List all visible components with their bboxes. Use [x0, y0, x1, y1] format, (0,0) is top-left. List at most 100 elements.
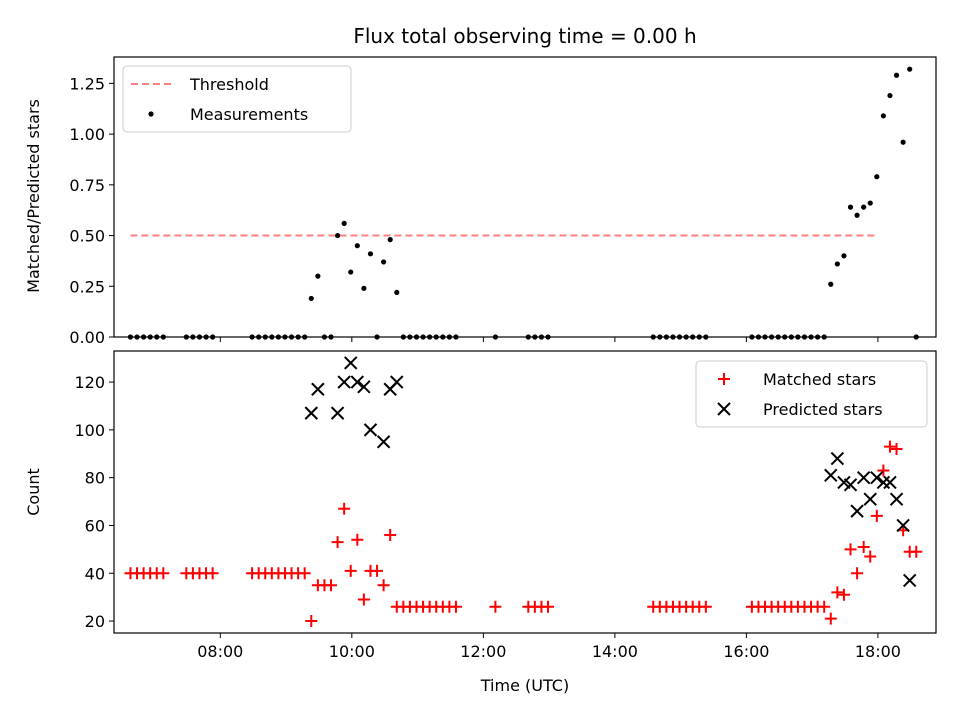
y-tick-label: 1.25	[69, 74, 105, 93]
matched-star-point	[857, 540, 870, 553]
matched-star-point	[883, 440, 896, 453]
predicted-star-point	[376, 435, 391, 449]
y-tick-label: 40	[85, 564, 105, 583]
predicted-star-point	[330, 406, 345, 420]
matched-star-point	[831, 586, 844, 599]
legend-matched-swatch	[718, 373, 730, 385]
matched-star-point	[305, 615, 318, 628]
top-y-axis-label: Matched/Predicted stars	[24, 99, 43, 293]
measurement-point	[847, 204, 854, 210]
legend-predicted-swatch	[717, 402, 731, 416]
predicted-star-point	[876, 475, 891, 490]
measurement-point	[900, 139, 906, 145]
plot-frame	[113, 350, 937, 634]
predicted-star-point	[344, 356, 358, 370]
measurement-point	[893, 72, 900, 78]
measurement-point	[880, 113, 886, 119]
legend-label: Matched stars	[763, 370, 876, 389]
x-tick-label: 16:00	[723, 642, 769, 661]
matched-star-point	[851, 567, 864, 580]
measurement-point	[361, 285, 367, 291]
y-tick-label: 0.25	[69, 277, 105, 296]
predicted-star-point	[843, 478, 858, 492]
measurement-point	[315, 273, 321, 279]
measurement-point	[381, 259, 387, 265]
y-tick-label: 100	[74, 421, 105, 440]
bottom-y-axis-label: Count	[24, 468, 43, 516]
measurement-point	[828, 281, 834, 287]
matched-star-point	[298, 567, 311, 580]
y-tick-label: 0.00	[69, 328, 105, 347]
matched-star-point	[870, 509, 883, 522]
measurement-point	[354, 243, 360, 249]
chart-title: Flux total observing time = 0.00 h	[353, 24, 696, 48]
matched-star-point	[157, 567, 170, 580]
predicted-star-point	[902, 573, 917, 588]
matched-star-point	[206, 567, 219, 580]
matched-star-point	[824, 612, 837, 625]
matched-star-point	[449, 600, 462, 613]
legend-label: Predicted stars	[763, 400, 883, 419]
measurement-point	[341, 220, 347, 226]
measurement-point	[854, 212, 860, 218]
matched-star-point	[837, 588, 850, 601]
y-tick-label: 60	[85, 516, 105, 535]
predicted-star-point	[311, 382, 325, 396]
x-tick-label: 10:00	[329, 642, 375, 661]
predicted-star-point	[824, 468, 838, 482]
matched-star-point	[351, 533, 364, 546]
x-axis-label: Time (UTC)	[480, 676, 569, 695]
matched-star-point	[489, 600, 502, 613]
predicted-star-point	[863, 492, 877, 506]
matched-star-point	[325, 579, 338, 592]
legend-box	[122, 65, 352, 133]
measurement-point	[887, 92, 893, 99]
measurement-point	[348, 269, 354, 275]
y-tick-label: 1.00	[69, 125, 105, 144]
matched-star-point	[864, 550, 877, 563]
predicted-star-point	[304, 406, 318, 420]
predicted-star-point	[883, 475, 897, 490]
matched-star-point	[890, 442, 903, 455]
predicted-star-point	[390, 375, 404, 389]
matched-star-point	[371, 564, 384, 577]
legend-measurement-swatch	[148, 111, 154, 117]
matched-star-point	[384, 529, 397, 542]
legend-box	[695, 360, 928, 428]
predicted-star-point	[850, 504, 864, 518]
matched-star-point	[338, 502, 351, 515]
x-tick-label: 08:00	[197, 642, 243, 661]
matched-star-point	[818, 600, 831, 613]
matched-star-point	[844, 543, 857, 556]
matched-star-point	[357, 593, 370, 606]
predicted-star-point	[889, 492, 904, 506]
predicted-star-point	[350, 375, 365, 389]
measurement-point	[308, 295, 314, 302]
matched-star-point	[877, 464, 890, 477]
x-tick-label: 14:00	[592, 642, 638, 661]
y-tick-label: 20	[85, 612, 105, 631]
y-tick-label: 0.50	[69, 227, 105, 246]
x-tick-label: 12:00	[460, 642, 506, 661]
top-panel: 0.00 0.25 0.50 0.75 1.00 1.25 Threshold Measure…	[69, 56, 937, 347]
predicted-star-point	[896, 518, 910, 533]
measurement-point	[861, 204, 867, 210]
predicted-star-point	[357, 380, 371, 394]
measurement-point	[367, 251, 374, 257]
measurement-point	[867, 200, 873, 206]
predicted-star-point	[856, 470, 871, 485]
measurement-point	[334, 232, 341, 239]
y-tick-label: 80	[85, 469, 105, 488]
measurement-point	[834, 261, 840, 267]
bottom-panel: 20 40 60 80 100 120 08:00 10:00 12:00 14:00 16:00 1…	[74, 350, 937, 661]
measurement-point	[394, 289, 400, 295]
matched-star-point	[377, 579, 390, 592]
plot-frame	[113, 56, 937, 338]
predicted-star-point	[337, 375, 351, 389]
legend-label: Threshold	[189, 75, 269, 94]
x-tick-label: 18:00	[855, 642, 901, 661]
predicted-star-point	[870, 470, 884, 485]
predicted-star-point	[363, 423, 378, 437]
y-tick-label: 0.75	[69, 176, 105, 195]
